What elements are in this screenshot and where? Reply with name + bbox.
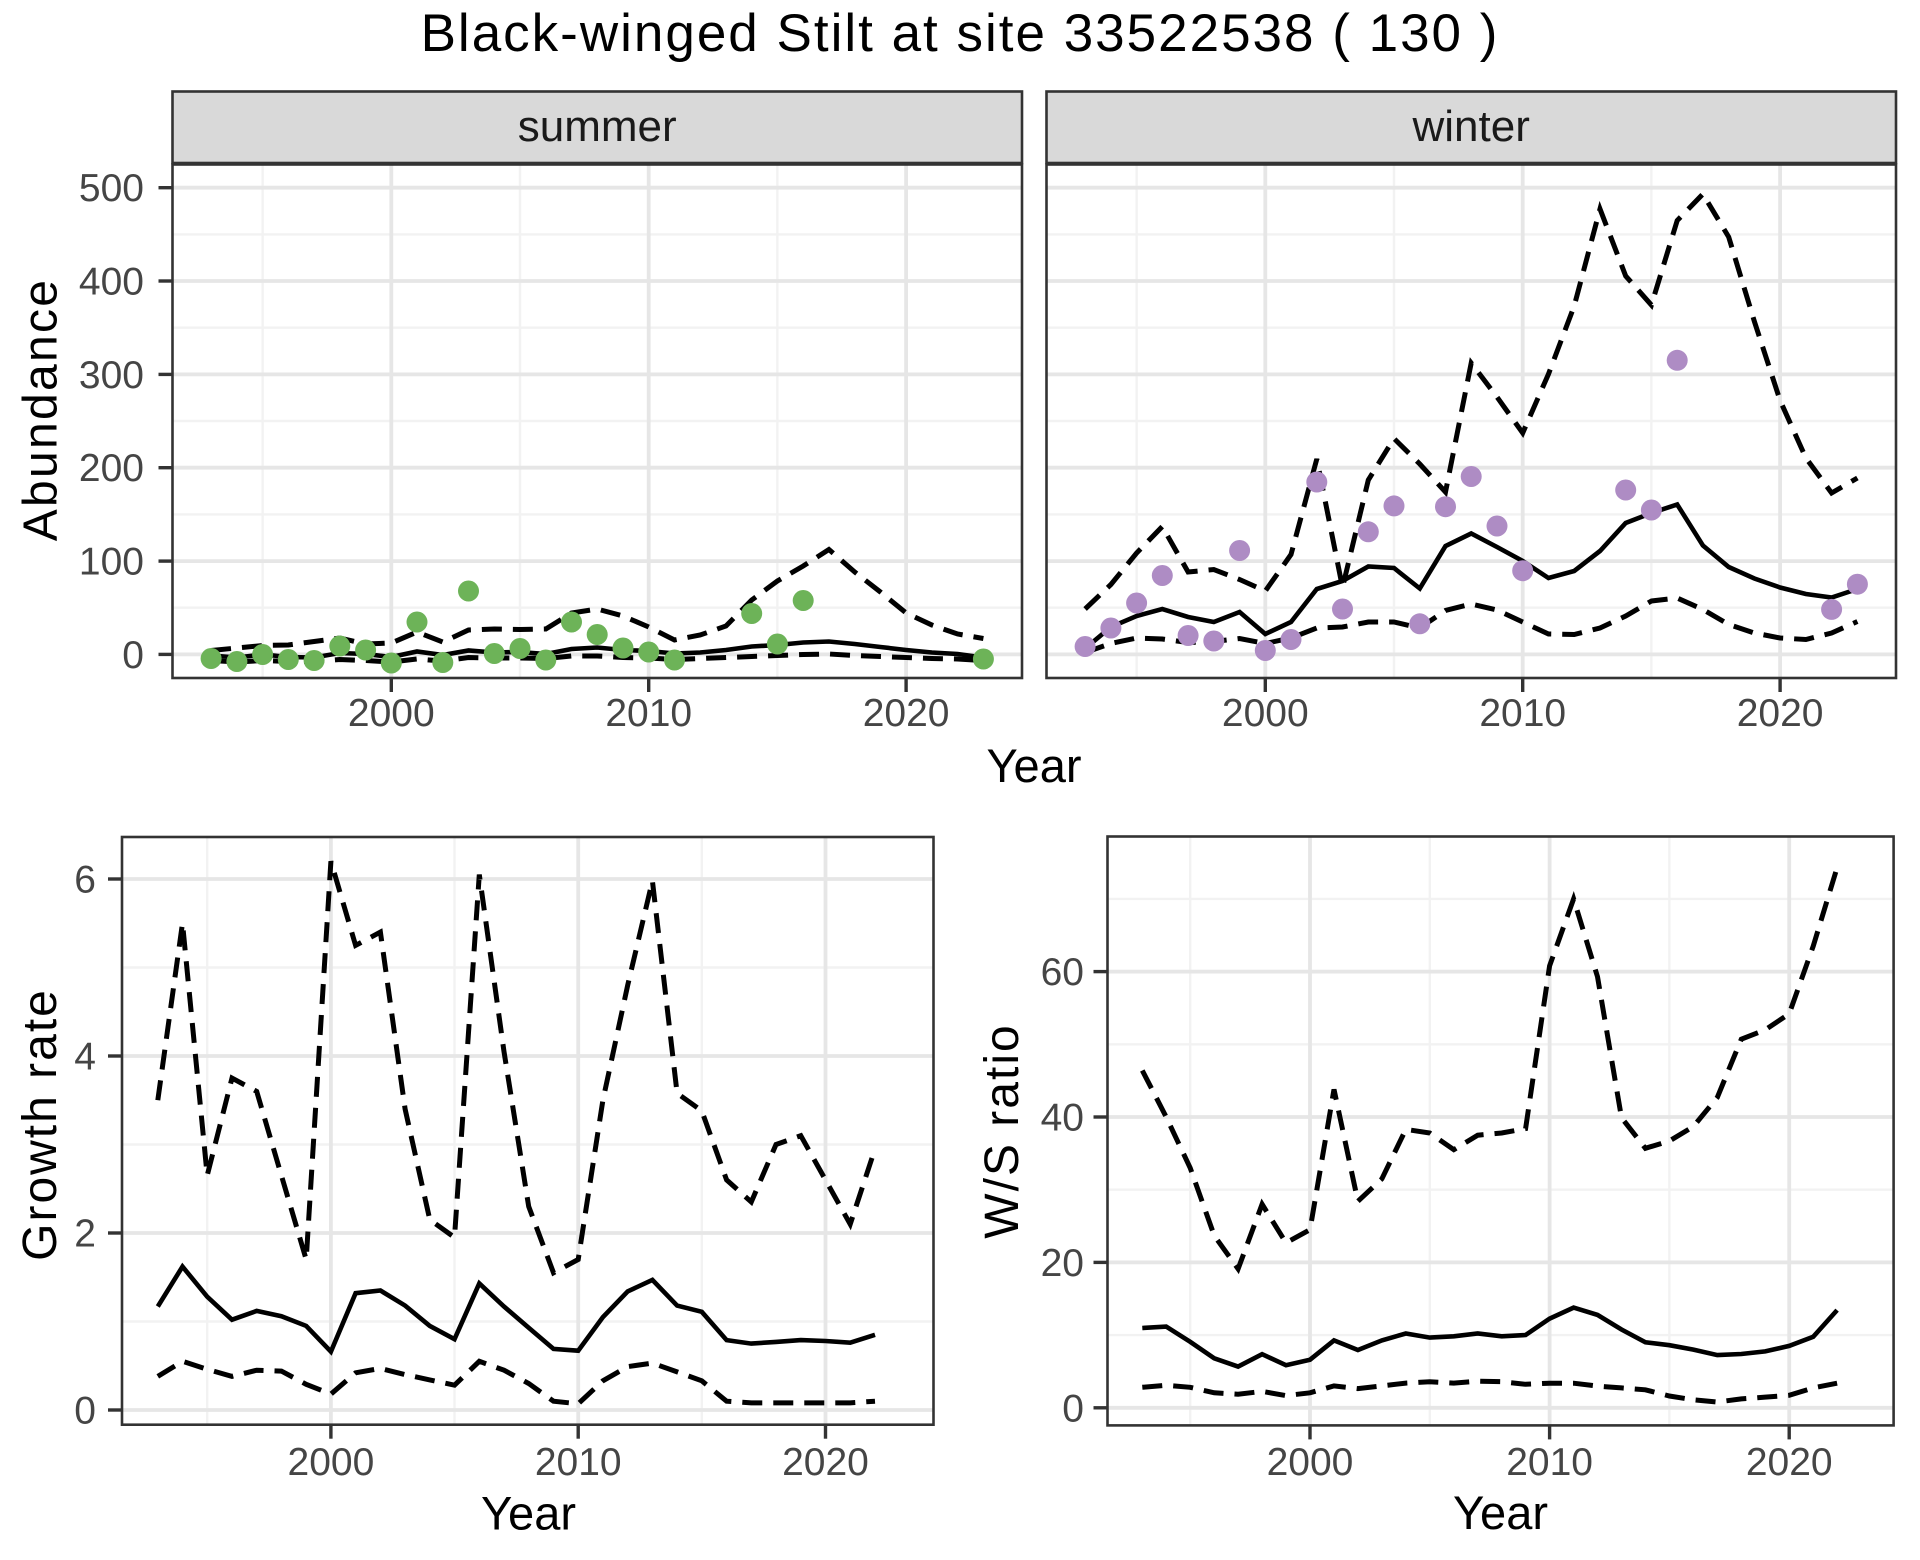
- svg-text:2000: 2000: [288, 1441, 375, 1484]
- svg-text:0: 0: [1062, 1387, 1084, 1430]
- svg-text:Year: Year: [481, 1487, 576, 1540]
- svg-text:2020: 2020: [1737, 692, 1824, 735]
- svg-text:20: 20: [1041, 1242, 1084, 1285]
- svg-text:2010: 2010: [1479, 692, 1566, 735]
- svg-text:2010: 2010: [1506, 1441, 1593, 1484]
- svg-text:60: 60: [1041, 951, 1084, 994]
- svg-text:500: 500: [79, 167, 144, 210]
- svg-text:winter: winter: [1412, 102, 1530, 151]
- svg-text:6: 6: [74, 859, 96, 902]
- svg-text:0: 0: [122, 634, 144, 677]
- svg-text:Year: Year: [987, 739, 1082, 792]
- svg-text:Year: Year: [1453, 1486, 1548, 1539]
- svg-text:W/S ratio: W/S ratio: [976, 1023, 1029, 1238]
- svg-text:2010: 2010: [535, 1441, 622, 1484]
- svg-text:2000: 2000: [1222, 692, 1309, 735]
- svg-text:Growth rate: Growth rate: [14, 988, 67, 1261]
- svg-text:2: 2: [74, 1213, 96, 1256]
- svg-text:2020: 2020: [863, 692, 950, 735]
- svg-text:200: 200: [79, 447, 144, 490]
- svg-text:300: 300: [79, 354, 144, 397]
- svg-text:Black-winged Stilt at site 335: Black-winged Stilt at site 33522538 ( 13…: [421, 4, 1500, 63]
- svg-text:2010: 2010: [605, 692, 692, 735]
- svg-text:4: 4: [74, 1036, 96, 1079]
- svg-text:Abundance: Abundance: [15, 278, 68, 542]
- svg-text:2020: 2020: [1746, 1441, 1833, 1484]
- svg-text:40: 40: [1041, 1097, 1084, 1140]
- svg-text:400: 400: [79, 261, 144, 304]
- svg-text:2000: 2000: [1267, 1441, 1354, 1484]
- svg-text:0: 0: [74, 1390, 96, 1433]
- svg-text:2000: 2000: [348, 692, 435, 735]
- svg-text:100: 100: [79, 541, 144, 584]
- svg-text:summer: summer: [518, 102, 677, 151]
- svg-text:2020: 2020: [782, 1441, 869, 1484]
